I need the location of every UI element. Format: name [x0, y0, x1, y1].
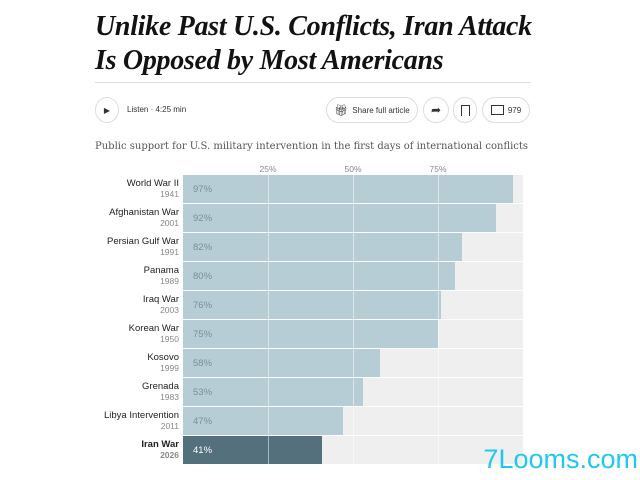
category-year: 1991 — [160, 247, 179, 257]
bar — [183, 436, 323, 464]
category-name: World War II — [126, 178, 179, 189]
category-year: 1941 — [160, 189, 179, 199]
bar — [183, 349, 381, 377]
bar — [183, 204, 496, 232]
tick-label: 75% — [429, 164, 447, 174]
share-label: Share full article — [352, 105, 410, 115]
data-label: 53% — [193, 387, 213, 398]
category-label: Panama 1989 — [144, 265, 179, 287]
category-name: Grenada — [142, 381, 179, 392]
bar — [183, 262, 455, 290]
category-name: Kosovo — [147, 352, 179, 363]
tick-label: 50% — [344, 164, 362, 174]
data-label: 58% — [193, 358, 213, 369]
bar — [183, 378, 364, 406]
category-label: Persian Gulf War 1991 — [107, 236, 179, 258]
data-label: 82% — [193, 242, 213, 253]
category-label: Iran War 2026 — [141, 439, 179, 461]
category-year: 2026 — [160, 450, 179, 460]
forward-button[interactable]: ➦ — [423, 97, 449, 123]
data-label: 41% — [193, 445, 213, 456]
category-label: Korean War 1950 — [129, 323, 179, 345]
share-button[interactable]: 🎁︎ Share full article — [326, 97, 418, 123]
category-name: Panama — [143, 265, 179, 276]
category-name: Iran War — [141, 439, 179, 450]
divider — [95, 82, 531, 83]
data-label: 92% — [193, 213, 213, 224]
listen-label[interactable]: Listen · 4:25 min — [127, 105, 187, 114]
gridline — [353, 175, 354, 465]
category-name: Korean War — [128, 323, 179, 334]
category-year: 1983 — [160, 392, 179, 402]
bar — [183, 407, 343, 435]
bar — [183, 320, 438, 348]
data-label: 97% — [193, 184, 213, 195]
category-year: 1950 — [160, 334, 179, 344]
tick-label: 25% — [259, 164, 277, 174]
gift-icon: 🎁︎ — [334, 104, 349, 117]
category-name: Persian Gulf War — [107, 236, 179, 247]
comments-count: 979 — [507, 105, 522, 115]
category-label: Grenada 1983 — [142, 381, 179, 403]
category-label: Iraq War 2003 — [143, 294, 179, 316]
bar — [183, 291, 442, 319]
bar — [183, 233, 462, 261]
forward-arrow-icon: ➦ — [430, 103, 442, 117]
category-year: 1989 — [160, 276, 179, 286]
gridline — [438, 175, 439, 465]
category-year: 2003 — [160, 305, 179, 315]
watermark: 7Looms.com — [483, 444, 638, 474]
category-year: 2011 — [160, 421, 179, 431]
category-year: 2001 — [160, 218, 179, 228]
category-year: 1999 — [160, 363, 179, 373]
bar — [183, 175, 513, 203]
category-name: Libya Intervention — [104, 410, 179, 421]
category-label: Afghanistan War 2001 — [109, 207, 179, 229]
play-button[interactable]: ▶ — [95, 97, 119, 123]
comments-button[interactable]: 979 — [482, 97, 530, 123]
category-name: Iraq War — [142, 294, 179, 305]
category-label: Kosovo 1999 — [147, 352, 179, 374]
data-label: 76% — [193, 300, 213, 311]
data-label: 80% — [193, 271, 213, 282]
bookmark-icon — [460, 104, 470, 116]
category-name: Afghanistan War — [109, 207, 179, 218]
chart-title: Public support for U.S. military interve… — [95, 141, 529, 152]
play-icon: ▶ — [103, 105, 111, 115]
category-label: World War II 1941 — [127, 178, 179, 200]
headline: Unlike Past U.S. Conflicts, Iran Attack … — [95, 11, 532, 76]
bookmark-button[interactable] — [453, 97, 477, 123]
comment-icon — [490, 105, 504, 115]
category-label: Libya Intervention 2011 — [104, 410, 179, 432]
data-label: 47% — [193, 416, 213, 427]
data-label: 75% — [193, 329, 213, 340]
gridline — [268, 175, 269, 465]
